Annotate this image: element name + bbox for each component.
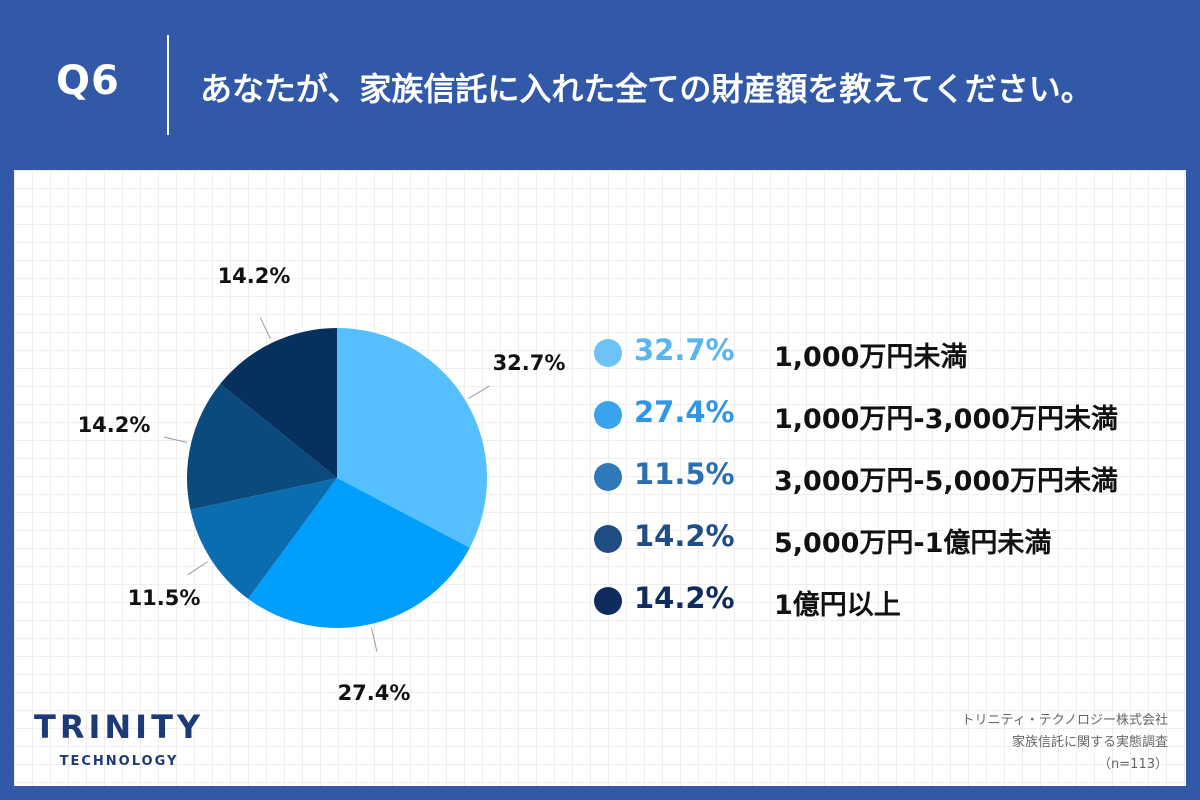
chart-panel: 32.7% 27.4% 11.5% 14.2% 14.2% 32.7% 1,000万円未… — [14, 170, 1186, 786]
legend-marker-icon — [594, 463, 622, 491]
header: Q6 あなたが、家族信託に入れた全ての財産額を教えてください。 — [0, 0, 1200, 170]
legend-label: 1,000万円未満 — [774, 342, 968, 373]
logo-wordmark: TRINITY — [34, 708, 205, 746]
pie-slice — [337, 328, 487, 548]
legend-marker-icon — [594, 525, 622, 553]
legend-label: 1億円以上 — [774, 590, 901, 621]
leader-line — [163, 436, 188, 444]
question-number: Q6 — [56, 58, 120, 104]
legend-percent: 27.4% — [634, 395, 735, 429]
source-note: トリニティ・テクノロジー株式会社 家族信託に関する実態調査 （n=113） — [962, 710, 1168, 776]
legend-marker-icon — [594, 587, 622, 615]
pie-chart: 32.7% 27.4% 11.5% 14.2% 14.2% — [78, 264, 566, 705]
logo-subtitle: TECHNOLOGY — [59, 754, 179, 769]
pie-slice — [220, 328, 337, 478]
legend-label: 5,000万円-1億円未満 — [774, 528, 1052, 559]
source-sample-size: （n=113） — [1098, 757, 1168, 772]
legend-marker-icon — [594, 339, 622, 367]
pie-slice — [190, 478, 337, 599]
data-label: 11.5% — [128, 586, 201, 610]
leader-line — [468, 385, 490, 399]
legend-label: 3,000万円-5,000万円未満 — [774, 466, 1119, 497]
legend-marker-icon — [594, 401, 622, 429]
source-company: トリニティ・テクノロジー株式会社 — [961, 713, 1168, 728]
company-logo: TRINITY TECHNOLOGY — [34, 708, 204, 769]
data-label: 14.2% — [78, 413, 151, 437]
question-text: あなたが、家族信託に入れた全ての財産額を教えてください。 — [200, 70, 1093, 108]
data-label: 32.7% — [493, 351, 566, 375]
source-survey: 家族信託に関する実態調査 — [1011, 735, 1168, 750]
pie-slice — [248, 478, 470, 628]
leader-line — [371, 627, 378, 652]
header-divider — [167, 35, 169, 135]
legend-percent: 11.5% — [634, 457, 735, 491]
legend-percent: 32.7% — [634, 333, 735, 367]
legend-percent: 14.2% — [634, 519, 735, 553]
data-label: 27.4% — [338, 681, 411, 705]
legend-label: 1,000万円-3,000万円未満 — [774, 404, 1119, 435]
pie-slice — [187, 383, 337, 510]
data-label: 14.2% — [218, 264, 291, 288]
leader-line — [187, 561, 209, 576]
legend-percent: 14.2% — [634, 581, 735, 615]
leader-line — [259, 317, 272, 340]
